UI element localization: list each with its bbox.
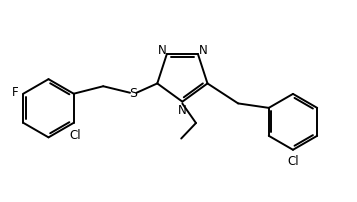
Text: S: S: [129, 87, 137, 100]
Text: N: N: [198, 43, 207, 56]
Text: N: N: [178, 103, 187, 116]
Text: N: N: [157, 43, 166, 56]
Text: Cl: Cl: [70, 128, 81, 141]
Text: Cl: Cl: [287, 154, 299, 167]
Text: F: F: [12, 86, 19, 99]
